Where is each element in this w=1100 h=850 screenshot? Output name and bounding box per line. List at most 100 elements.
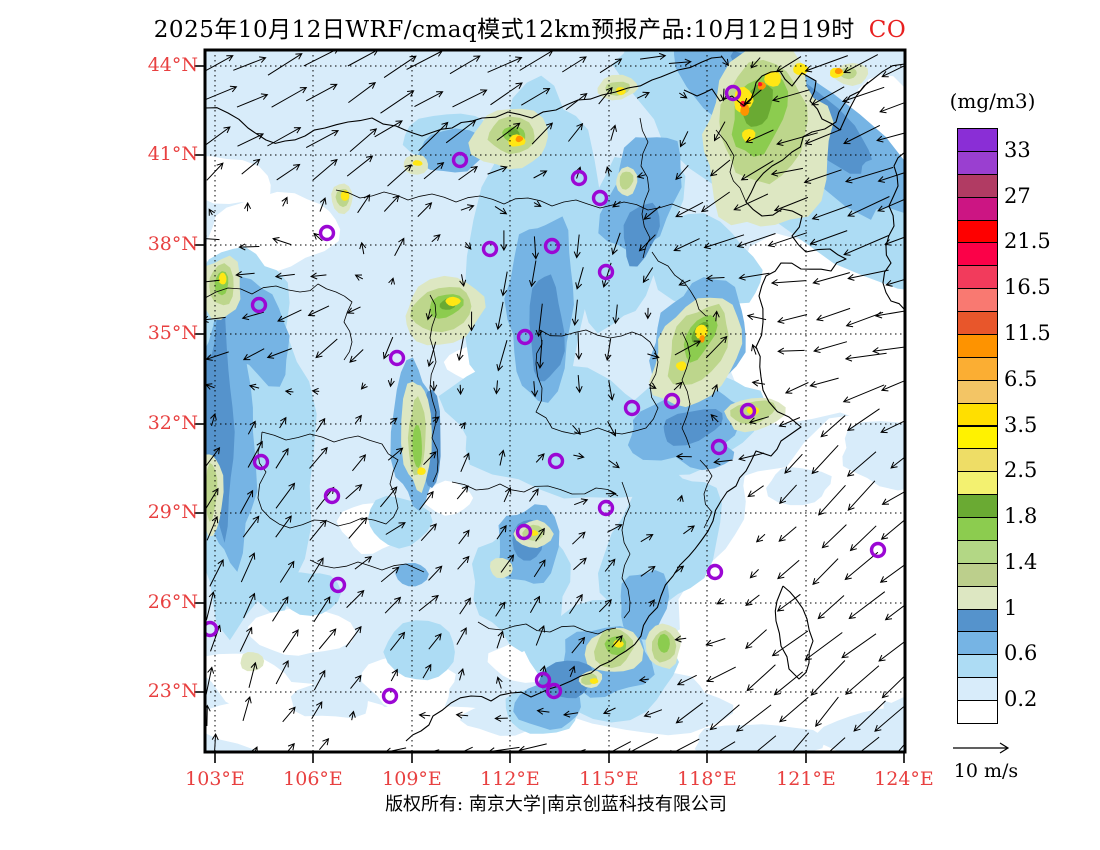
- wind-arrow: [319, 737, 330, 751]
- city-marker: [591, 189, 609, 207]
- wind-arrow: [642, 267, 654, 284]
- wind-arrow: [313, 669, 326, 691]
- wind-arrow: [804, 632, 843, 661]
- wind-arrow: [810, 660, 846, 696]
- wind-arrow: [432, 416, 440, 424]
- wind-arrow: [535, 453, 545, 463]
- wind-arrow: [751, 379, 766, 387]
- wind-arrow: [770, 167, 803, 177]
- wind-arrow: [815, 696, 839, 728]
- map-content-layer: [205, 50, 905, 752]
- wind-arrow: [460, 204, 475, 211]
- city-marker: [329, 576, 347, 594]
- wind-arrow: [568, 122, 584, 142]
- wind-arrow: [846, 408, 880, 431]
- colorbar-tick-label: 33: [1004, 137, 1031, 162]
- wind-arrow: [608, 459, 620, 469]
- colorbar-tick-label: 11.5: [1004, 320, 1051, 345]
- contour-blob: [589, 678, 599, 684]
- wind-arrow: [313, 232, 323, 242]
- wind-arrow: [266, 348, 292, 359]
- wind-arrow: [382, 336, 394, 360]
- wind-arrow: [776, 314, 808, 324]
- wind-arrow: [529, 595, 541, 613]
- wind-arrow: [611, 232, 621, 256]
- wind-arrow: [307, 305, 330, 317]
- wind-arrow: [675, 702, 704, 724]
- colorbar-block: [957, 700, 998, 724]
- wind-arrow: [811, 204, 852, 221]
- wind-arrow: [459, 597, 471, 615]
- city-marker: [570, 169, 588, 187]
- wind-arrow: [771, 630, 809, 657]
- city-marker: [252, 453, 270, 471]
- wind-arrow: [388, 277, 395, 285]
- wind-arrow: [705, 638, 726, 647]
- boundary-line: [205, 283, 353, 361]
- wind-arrow: [720, 88, 728, 102]
- city-marker: [250, 296, 268, 314]
- wind-arrow: [242, 348, 265, 361]
- wind-arrow: [533, 170, 548, 179]
- wind-arrow: [354, 414, 362, 424]
- wind-arrow: [678, 279, 691, 286]
- wind-scale-arrow-glyph: [953, 742, 1010, 754]
- wind-arrow: [384, 596, 402, 614]
- contour-blob: [412, 160, 423, 166]
- wind-arrow: [720, 55, 730, 67]
- colorbar-tick-label: 2.5: [1004, 458, 1038, 483]
- wind-arrow: [820, 415, 846, 438]
- wind-arrow: [777, 347, 805, 355]
- wind-arrow: [673, 381, 683, 391]
- boundary-line: [477, 621, 617, 635]
- colorbar-tick-label: 1: [1004, 595, 1018, 620]
- lat-label: 44°N: [147, 54, 198, 76]
- contour-blob: [675, 361, 687, 371]
- colorbar-block: [957, 311, 998, 335]
- wind-arrow: [735, 704, 772, 732]
- wind-arrow: [880, 380, 905, 392]
- wind-arrow: [562, 710, 579, 718]
- wind-arrow: [459, 421, 466, 430]
- wind-arrow: [313, 596, 331, 623]
- wind-scale-label: 10 m/s: [953, 760, 1019, 782]
- wind-arrow: [456, 627, 467, 645]
- lon-label: 109°E: [382, 768, 442, 790]
- wind-arrow: [420, 523, 437, 542]
- wind-arrow: [205, 446, 221, 469]
- wind-arrow: [445, 119, 477, 144]
- wind-arrow: [380, 566, 400, 583]
- wind-arrow: [531, 381, 539, 398]
- wind-arrow: [809, 230, 848, 246]
- wind-arrow: [236, 93, 269, 108]
- contour-blob: [623, 202, 660, 267]
- wind-arrow: [842, 384, 885, 403]
- wind-arrow: [878, 640, 905, 662]
- wind-arrow: [676, 674, 697, 686]
- wind-arrow: [703, 234, 745, 250]
- wind-arrow: [533, 200, 542, 207]
- wind-arrow: [859, 736, 880, 752]
- boundary-line: [205, 56, 723, 144]
- wind-arrow: [712, 310, 720, 322]
- wind-arrow: [745, 129, 774, 144]
- lat-label: 32°N: [147, 412, 198, 434]
- wind-arrow: [638, 676, 649, 684]
- wind-arrow: [611, 635, 623, 648]
- boundary-line: [774, 585, 814, 680]
- wind-arrow: [877, 198, 905, 212]
- city-marker: [623, 399, 641, 417]
- wind-arrow: [612, 304, 620, 325]
- wind-arrow: [572, 531, 586, 545]
- wind-arrow: [430, 381, 438, 392]
- wind-arrow: [853, 700, 886, 732]
- wind-arrow: [267, 127, 302, 147]
- wind-arrow: [277, 309, 302, 322]
- lon-label: 115°E: [579, 768, 639, 790]
- colorbar-block: [957, 150, 998, 175]
- wind-arrow: [206, 515, 219, 541]
- wind-arrow: [874, 704, 905, 732]
- wind-arrow: [239, 626, 253, 652]
- wind-arrow: [811, 86, 845, 106]
- wind-arrow: [318, 628, 337, 650]
